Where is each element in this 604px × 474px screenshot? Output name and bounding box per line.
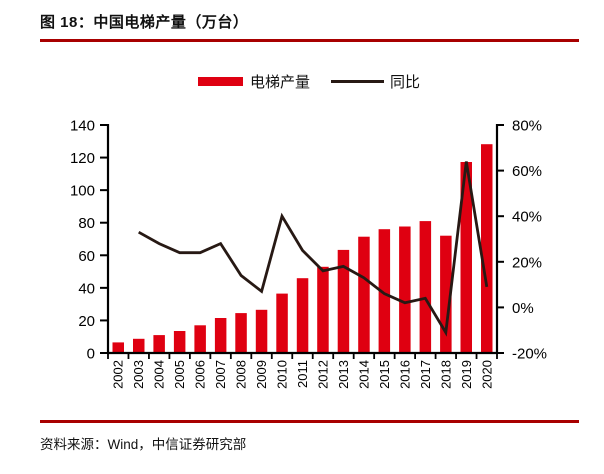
left-tick-label: 100 (70, 183, 95, 200)
left-tick-label: 140 (70, 118, 95, 135)
right-tick-label: 40% (512, 209, 542, 226)
legend-line-swatch (331, 79, 385, 83)
year-label: 2004 (152, 360, 167, 389)
bar-2010 (276, 293, 288, 353)
bar-2014 (358, 236, 370, 353)
year-label: 2017 (418, 360, 433, 389)
bar-2020 (481, 144, 493, 353)
year-label: 2005 (172, 360, 187, 389)
bar-2019 (460, 162, 472, 353)
bar-2006 (194, 325, 206, 353)
year-label: 2020 (479, 360, 494, 389)
year-label: 2018 (438, 360, 453, 389)
bar-2011 (296, 278, 309, 353)
year-label: 2014 (356, 360, 371, 389)
yoy-line (138, 161, 489, 337)
figure-title: 图 18：中国电梯产量（万台） (40, 14, 249, 31)
bar-2002 (112, 342, 124, 353)
bar-2009 (255, 309, 268, 353)
year-label: 2008 (234, 360, 249, 389)
legend-bar-label: 电梯产量 (250, 73, 311, 91)
year-label: 2010 (275, 360, 290, 389)
bar-2016 (399, 226, 411, 353)
bar-2005 (173, 331, 186, 353)
bar-2015 (378, 229, 391, 353)
right-tick-label: 80% (512, 118, 542, 135)
year-label: 2019 (459, 360, 474, 389)
bar-2008 (235, 313, 247, 353)
left-tick-label: 20 (78, 313, 95, 330)
year-label: 2015 (377, 360, 392, 389)
year-label: 2013 (336, 360, 351, 389)
source-divider (40, 420, 579, 423)
left-tick-label: 0 (87, 346, 95, 363)
bar-2004 (153, 335, 165, 353)
bar-2007 (214, 318, 227, 353)
bar-2003 (133, 338, 145, 353)
bar-2012 (317, 266, 329, 353)
chart-legend: 电梯产量 同比 (198, 71, 420, 91)
year-label: 2011 (295, 360, 310, 388)
right-tick-label: -20% (512, 346, 547, 363)
year-label: 2012 (315, 360, 330, 389)
title-underline (40, 39, 579, 42)
year-label: 2016 (397, 360, 412, 389)
right-tick-label: 0% (512, 300, 534, 317)
left-tick-label: 40 (78, 280, 95, 297)
year-label: 2002 (111, 360, 126, 389)
year-label: 2003 (131, 360, 146, 389)
left-tick-label: 80 (78, 215, 95, 232)
left-tick-label: 60 (78, 248, 95, 265)
legend-line-label: 同比 (390, 73, 421, 91)
year-label: 2009 (254, 360, 269, 389)
source-note: 资料来源：Wind，中信证券研究部 (40, 437, 247, 452)
right-tick-label: 60% (512, 163, 542, 180)
left-tick-label: 120 (70, 150, 95, 167)
legend-bar-swatch (198, 76, 243, 86)
year-label: 2006 (193, 360, 208, 389)
right-tick-label: 20% (512, 254, 542, 271)
year-label: 2007 (213, 360, 228, 389)
bar-2018 (440, 235, 452, 353)
bar-2013 (337, 249, 350, 353)
bar-2017 (419, 221, 432, 353)
